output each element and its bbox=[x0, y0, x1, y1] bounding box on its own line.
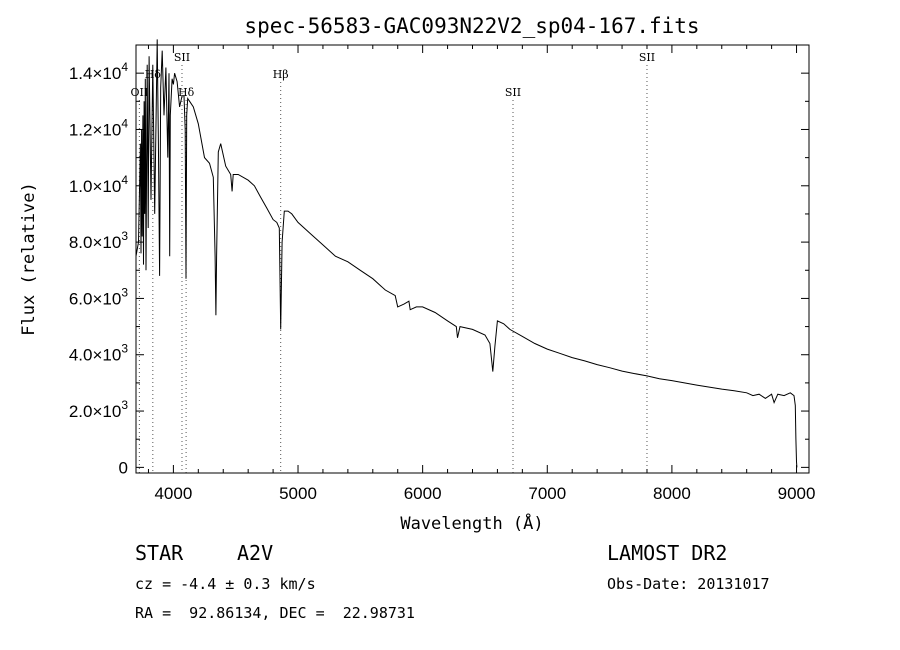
y-tick-label: 8.0×103 bbox=[69, 229, 128, 252]
x-tick-label: 6000 bbox=[404, 484, 442, 503]
line-marker-label: Hβ bbox=[273, 68, 289, 81]
y-tick-label: 1.4×104 bbox=[69, 60, 128, 83]
spectrum-line bbox=[135, 39, 798, 468]
spectral-type: A2V bbox=[237, 541, 274, 565]
chart-title: spec-56583-GAC093N22V2_sp04-167.fits bbox=[244, 14, 699, 38]
y-tick-label: 4.0×103 bbox=[69, 342, 128, 365]
x-tick-label: 9000 bbox=[778, 484, 816, 503]
survey-name: LAMOST DR2 bbox=[607, 541, 728, 565]
x-axis-label: Wavelength (Å) bbox=[400, 512, 543, 534]
redshift-cz: cz = -4.4 ± 0.3 km/s bbox=[135, 575, 316, 593]
line-marker-label: OII bbox=[131, 86, 149, 99]
y-axis-label: Flux (relative) bbox=[19, 182, 39, 336]
y-tick-label: 1.2×104 bbox=[69, 116, 128, 139]
y-tick-label: 1.0×104 bbox=[69, 173, 128, 196]
x-tick-label: 4000 bbox=[154, 484, 192, 503]
star-label: STAR bbox=[135, 541, 184, 565]
line-marker-label: SII bbox=[174, 51, 190, 64]
line-marker-label: SII bbox=[639, 51, 655, 64]
line-marker-label: SII bbox=[505, 86, 521, 99]
plot-frame bbox=[135, 44, 810, 474]
line-marker-label: Hδ bbox=[178, 86, 195, 99]
observation-date: Obs-Date: 20131017 bbox=[607, 575, 770, 593]
x-axis-ticks: 4000 5000 6000 7000 8000 9000 bbox=[147, 45, 816, 503]
y-tick-label: 0 bbox=[119, 458, 128, 477]
ra-dec-coordinates: RA = 92.86134, DEC = 22.98731 bbox=[135, 604, 415, 622]
y-tick-label: 6.0×103 bbox=[69, 285, 128, 308]
x-tick-label: 8000 bbox=[653, 484, 691, 503]
y-axis-ticks: 0 2.0×103 4.0×103 6.0×103 8.0×103 1.0×104 1.2×… bbox=[69, 60, 809, 477]
y-tick-label: 2.0×103 bbox=[69, 398, 128, 421]
x-tick-label: 7000 bbox=[528, 484, 566, 503]
x-tick-label: 5000 bbox=[279, 484, 317, 503]
